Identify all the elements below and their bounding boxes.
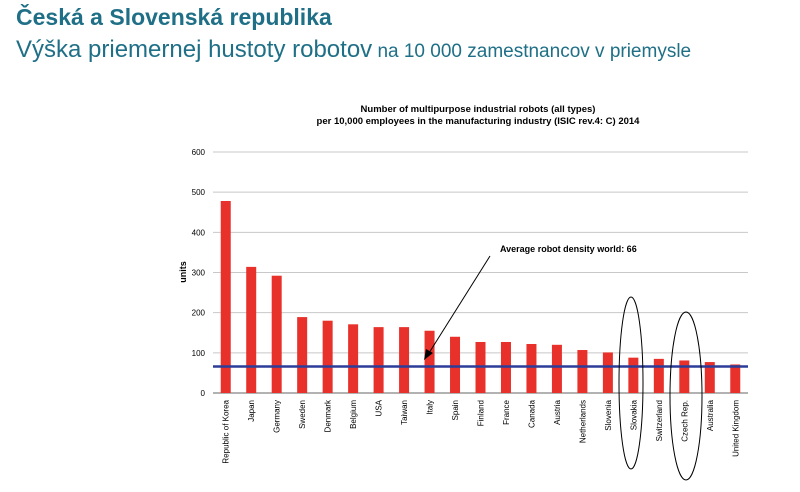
highlight-ellipse-slovakia: [618, 296, 644, 470]
chart-title-line1: Number of multipurpose industrial robots…: [361, 104, 596, 115]
highlight-ellipse-czech: [669, 311, 703, 481]
subtitle-rest: na 10 000 zamestnancov v priemysle: [372, 41, 692, 62]
bar: [450, 336, 461, 393]
bar: [373, 327, 384, 393]
y-tick-label: 400: [192, 228, 206, 237]
x-tick-label: Italy: [426, 400, 435, 415]
bar: [348, 324, 359, 393]
bar: [271, 275, 282, 393]
x-tick-label: Denmark: [324, 399, 333, 432]
y-tick-label: 500: [192, 188, 206, 197]
y-tick-label: 200: [192, 309, 206, 318]
x-tick-label: Belgium: [349, 400, 358, 429]
bar: [297, 317, 308, 393]
bar: [526, 343, 537, 393]
x-tick-label: Switzerland: [655, 400, 664, 441]
chart-title-line2: per 10,000 employees in the manufacturin…: [317, 116, 641, 127]
annotation-arrow: [428, 255, 491, 354]
x-tick-label: Netherlands: [578, 400, 587, 443]
slide-title: Česká a Slovenská republika: [16, 4, 332, 30]
x-tick-label: United Kingdom: [731, 400, 740, 457]
x-tick-label: Canada: [527, 399, 536, 428]
x-tick-label: Finland: [477, 400, 486, 426]
x-tick-label: Sweden: [298, 400, 307, 429]
bar: [322, 320, 333, 393]
x-tick-label: Austria: [553, 399, 562, 424]
y-tick-label: 300: [192, 269, 206, 278]
x-tick-label: Japan: [247, 400, 256, 422]
y-tick-label: 100: [192, 349, 206, 358]
bar: [577, 350, 588, 393]
slide-subtitle: Výška priemernej hustoty robotov na 10 0…: [16, 36, 691, 64]
x-tick-label: Spain: [451, 400, 460, 420]
x-tick-label: Taiwan: [400, 400, 409, 425]
bar: [246, 266, 257, 393]
bar: [424, 330, 435, 393]
bar: [602, 352, 613, 393]
bar: [399, 327, 410, 393]
x-tick-label: USA: [375, 399, 384, 416]
y-axis-label: units: [178, 261, 188, 283]
bar: [220, 201, 231, 393]
bar: [551, 344, 562, 393]
y-tick-label: 600: [192, 148, 206, 157]
bar: [653, 358, 664, 393]
x-tick-label: Czech Rep.: [680, 400, 689, 442]
y-tick-label: 0: [201, 389, 206, 398]
bar: [679, 360, 690, 393]
x-tick-label: Germany: [273, 400, 282, 433]
annotation-arrowhead: [424, 349, 433, 360]
bar: [704, 362, 715, 393]
x-tick-label: Slovakia: [629, 399, 638, 430]
x-tick-label: France: [502, 399, 511, 424]
x-tick-label: Slovenia: [604, 399, 613, 430]
bar: [730, 364, 741, 393]
subtitle-main: Výška priemernej hustoty robotov: [16, 36, 373, 63]
x-tick-label: Australia: [706, 399, 715, 431]
bar: [628, 357, 639, 393]
x-tick-label: Republic of Korea: [222, 399, 231, 463]
reference-line-label: Average robot density world: 66: [500, 244, 637, 254]
